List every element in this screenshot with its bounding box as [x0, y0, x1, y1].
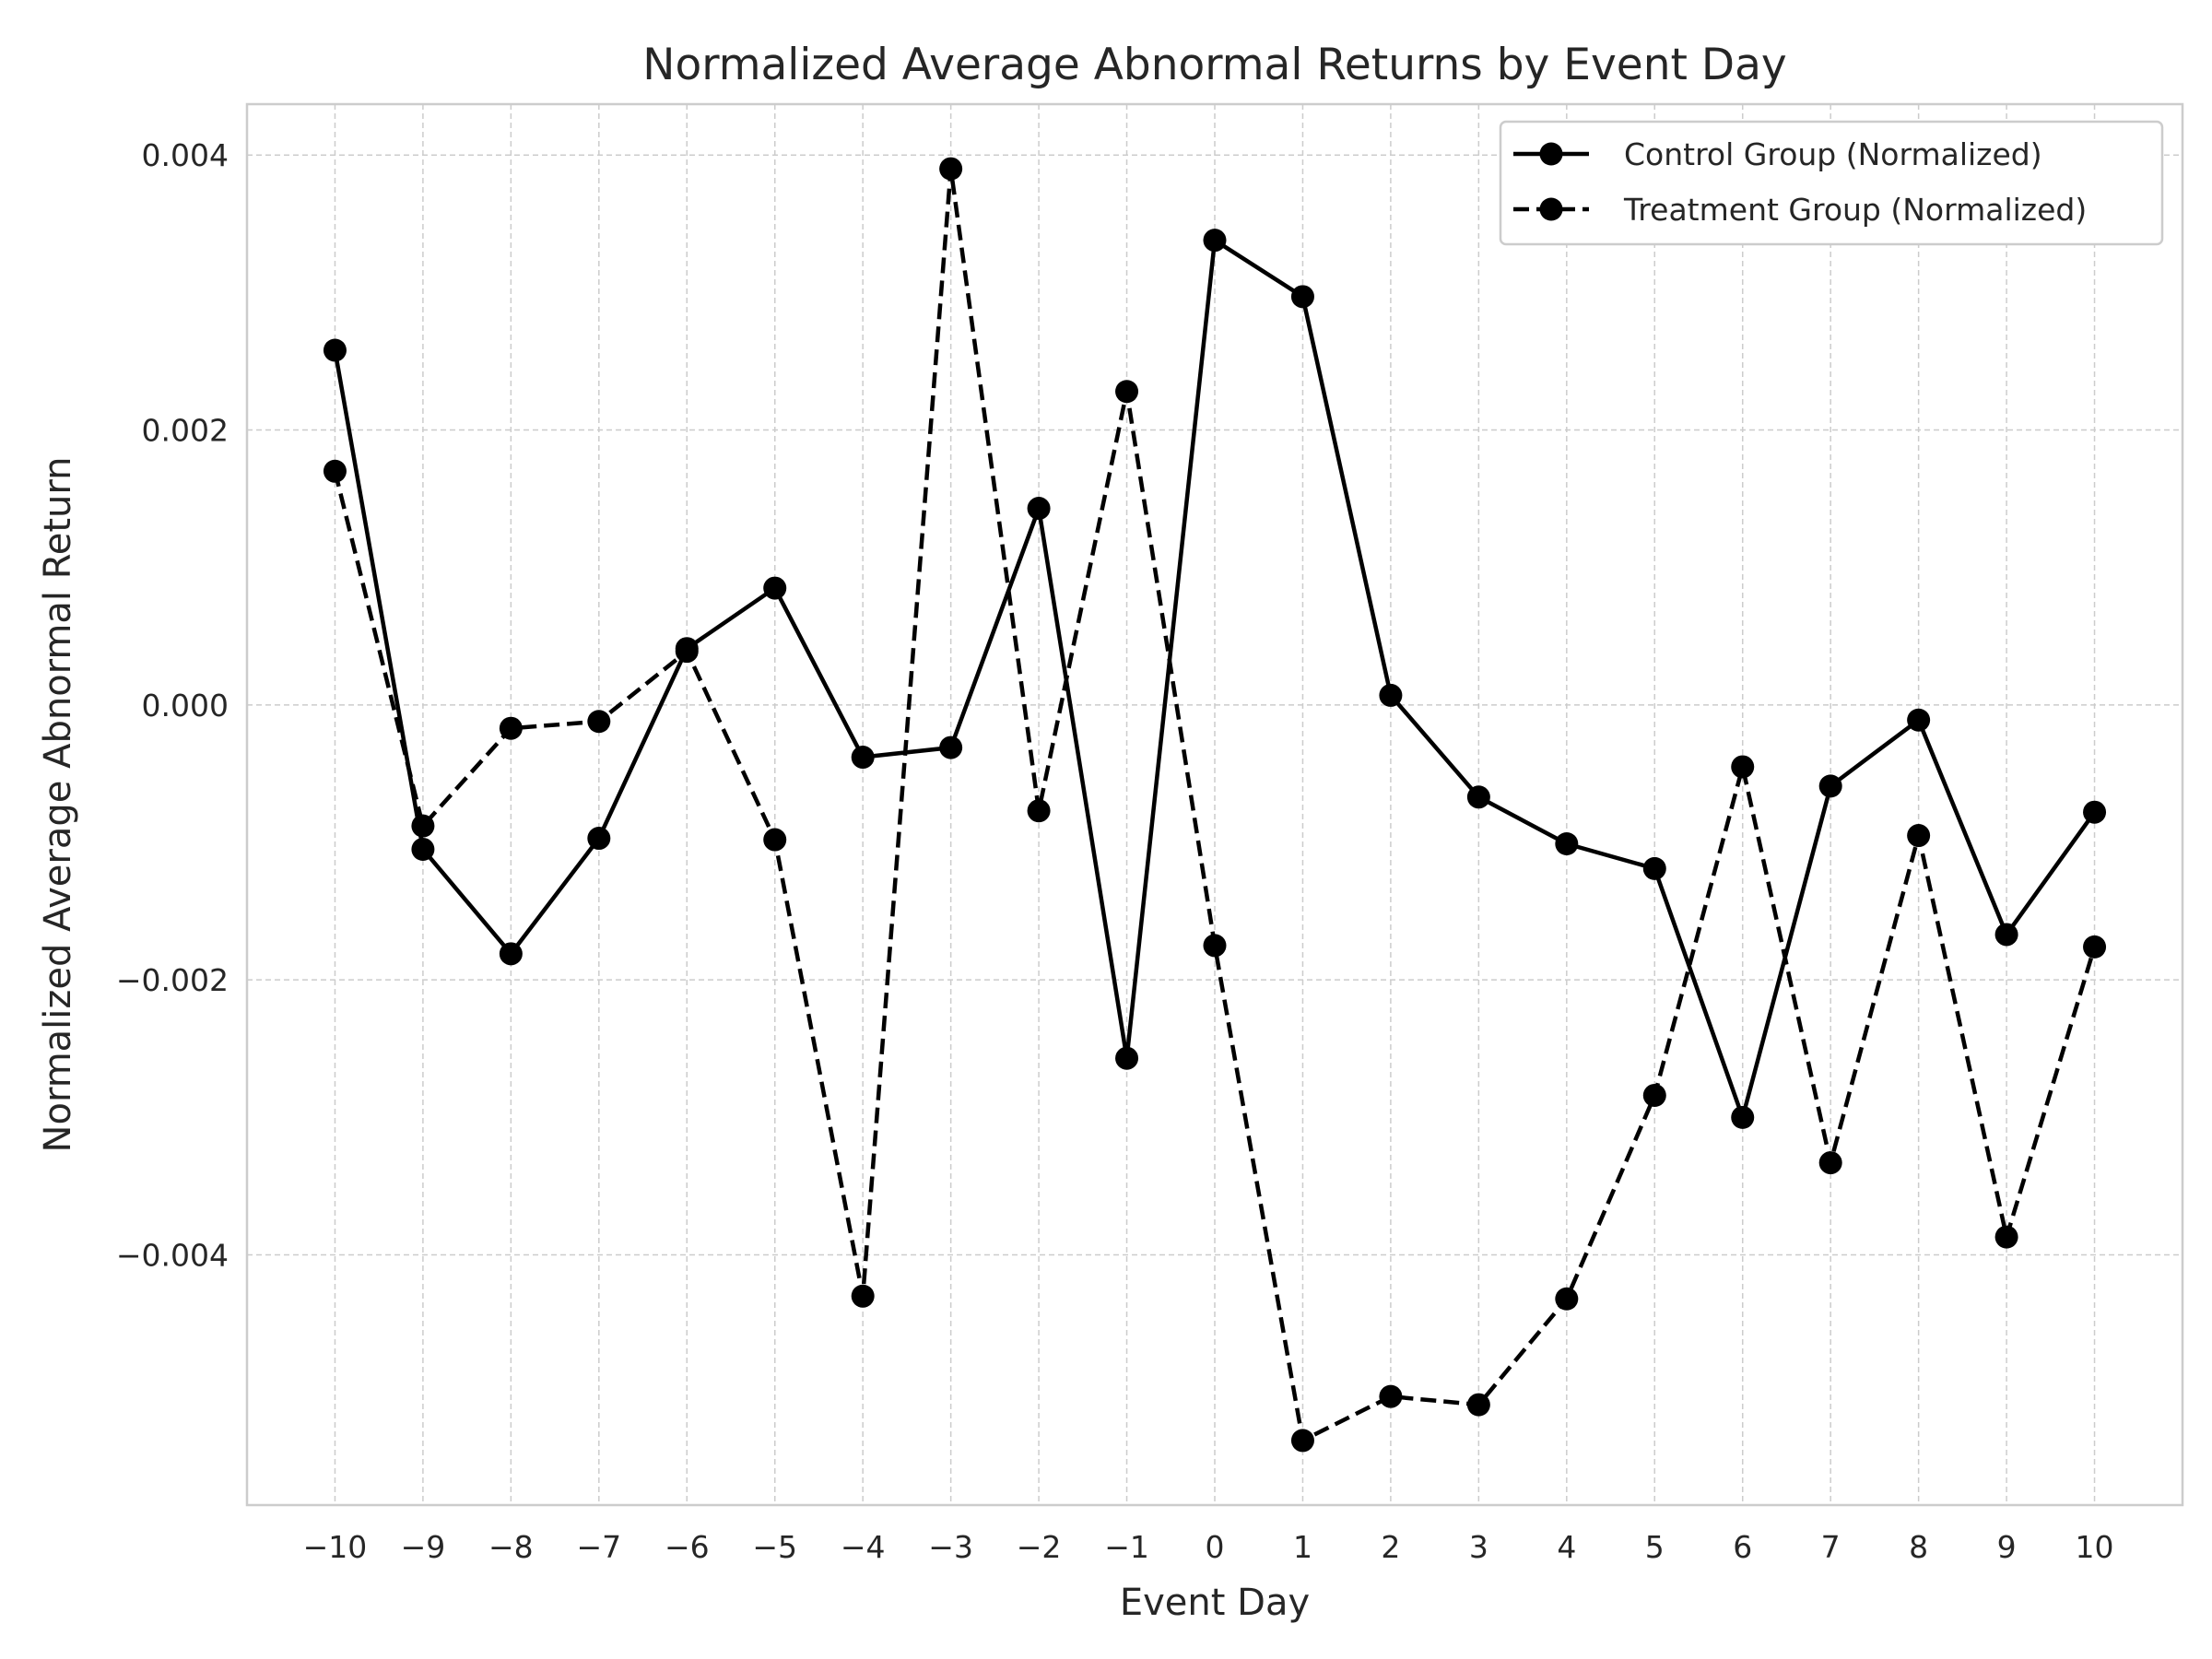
treatment-data-point [1642, 1083, 1666, 1107]
treatment-data-point [1555, 1287, 1579, 1311]
treatment-data-point [1731, 755, 1755, 779]
control-data-point [763, 576, 787, 600]
x-tick-label: 3 [1469, 1529, 1488, 1565]
control-data-point [1115, 1046, 1139, 1070]
x-tick-label: 8 [1909, 1529, 1928, 1565]
x-tick-label: −9 [401, 1529, 446, 1565]
control-data-point [1466, 785, 1490, 809]
treatment-data-point [763, 828, 787, 852]
x-tick-label: −4 [841, 1529, 886, 1565]
x-tick-label: 0 [1206, 1529, 1225, 1565]
treatment-data-point [1818, 1151, 1842, 1175]
x-tick-label: −8 [488, 1529, 534, 1565]
control-data-point [1379, 683, 1403, 707]
control-data-point [499, 942, 523, 966]
x-tick-label: 9 [1997, 1529, 2017, 1565]
treatment-data-point [1379, 1384, 1403, 1408]
control-data-point [1290, 285, 1314, 309]
control-data-point [1555, 832, 1579, 856]
treatment-data-point [1027, 799, 1051, 823]
legend: Control Group (Normalized) Treatment Grou… [1499, 120, 2164, 246]
control-legend-label: Control Group (Normalized) [1624, 136, 2042, 172]
x-tick-label: 6 [1733, 1529, 1752, 1565]
treatment-data-point [851, 1284, 875, 1308]
control-data-point [1203, 229, 1227, 253]
treatment-data-point [939, 157, 963, 181]
y-tick-label: 0.002 [142, 413, 229, 449]
x-axis-label: Event Day [1120, 1582, 1310, 1624]
y-tick-label: 0.004 [142, 137, 229, 173]
treatment-data-point [323, 459, 347, 483]
y-axis-label: Normalized Average Abnormal Return [37, 457, 79, 1153]
treatment-data-point [1203, 934, 1227, 958]
x-tick-label: −2 [1017, 1529, 1062, 1565]
control-data-point [851, 746, 875, 770]
x-tick-label: −3 [928, 1529, 973, 1565]
x-tick-label: 1 [1293, 1529, 1312, 1565]
control-data-point [1994, 923, 2018, 947]
x-tick-label: 2 [1381, 1529, 1400, 1565]
control-legend-marker [1539, 142, 1563, 166]
x-tick-label: −6 [665, 1529, 710, 1565]
treatment-data-point [1466, 1393, 1490, 1417]
series-layer [323, 157, 2107, 1453]
control-data-point [1642, 856, 1666, 880]
x-tick-label: −7 [576, 1529, 621, 1565]
control-data-point [2083, 800, 2107, 824]
treatment-data-point [587, 710, 611, 734]
plot-frame [245, 102, 2184, 1507]
treatment-data-point [1290, 1429, 1314, 1453]
legend-box [1499, 120, 2164, 246]
treatment-data-point [1994, 1225, 2018, 1249]
treatment-data-point [411, 814, 435, 838]
treatment-legend-label: Treatment Group (Normalized) [1623, 192, 2087, 228]
chart-title: Normalized Average Abnormal Returns by E… [642, 40, 1786, 90]
treatment-data-point [675, 640, 699, 664]
x-tick-label: −1 [1104, 1529, 1149, 1565]
x-tick-label: 10 [2076, 1529, 2114, 1565]
treatment-legend-marker [1539, 197, 1563, 221]
treatment-data-point [1115, 380, 1139, 404]
y-tick-label: 0.000 [142, 688, 229, 724]
x-tick-label: 4 [1557, 1529, 1576, 1565]
control-data-point [411, 837, 435, 861]
axes: −10 −9 −8 −7 −6 −5 −4 −3 −2 −1 0 1 2 3 4 5 6 7 8 9 10−0.004−… [116, 137, 2114, 1565]
x-tick-label: 5 [1645, 1529, 1665, 1565]
control-data-point [587, 827, 611, 851]
control-data-point [939, 735, 963, 759]
control-data-point [1027, 497, 1051, 521]
control-data-point [1731, 1105, 1755, 1129]
y-tick-label: −0.004 [116, 1238, 229, 1274]
treatment-data-point [1907, 824, 1931, 848]
treatment-data-point [499, 716, 523, 740]
control-data-point [1907, 708, 1931, 732]
control-data-point [323, 338, 347, 362]
y-tick-label: −0.002 [116, 962, 229, 998]
treatment-data-point [2083, 935, 2107, 959]
x-tick-label: 7 [1821, 1529, 1841, 1565]
x-tick-label: −10 [303, 1529, 368, 1565]
x-tick-label: −5 [752, 1529, 797, 1565]
control-data-point [1818, 774, 1842, 798]
